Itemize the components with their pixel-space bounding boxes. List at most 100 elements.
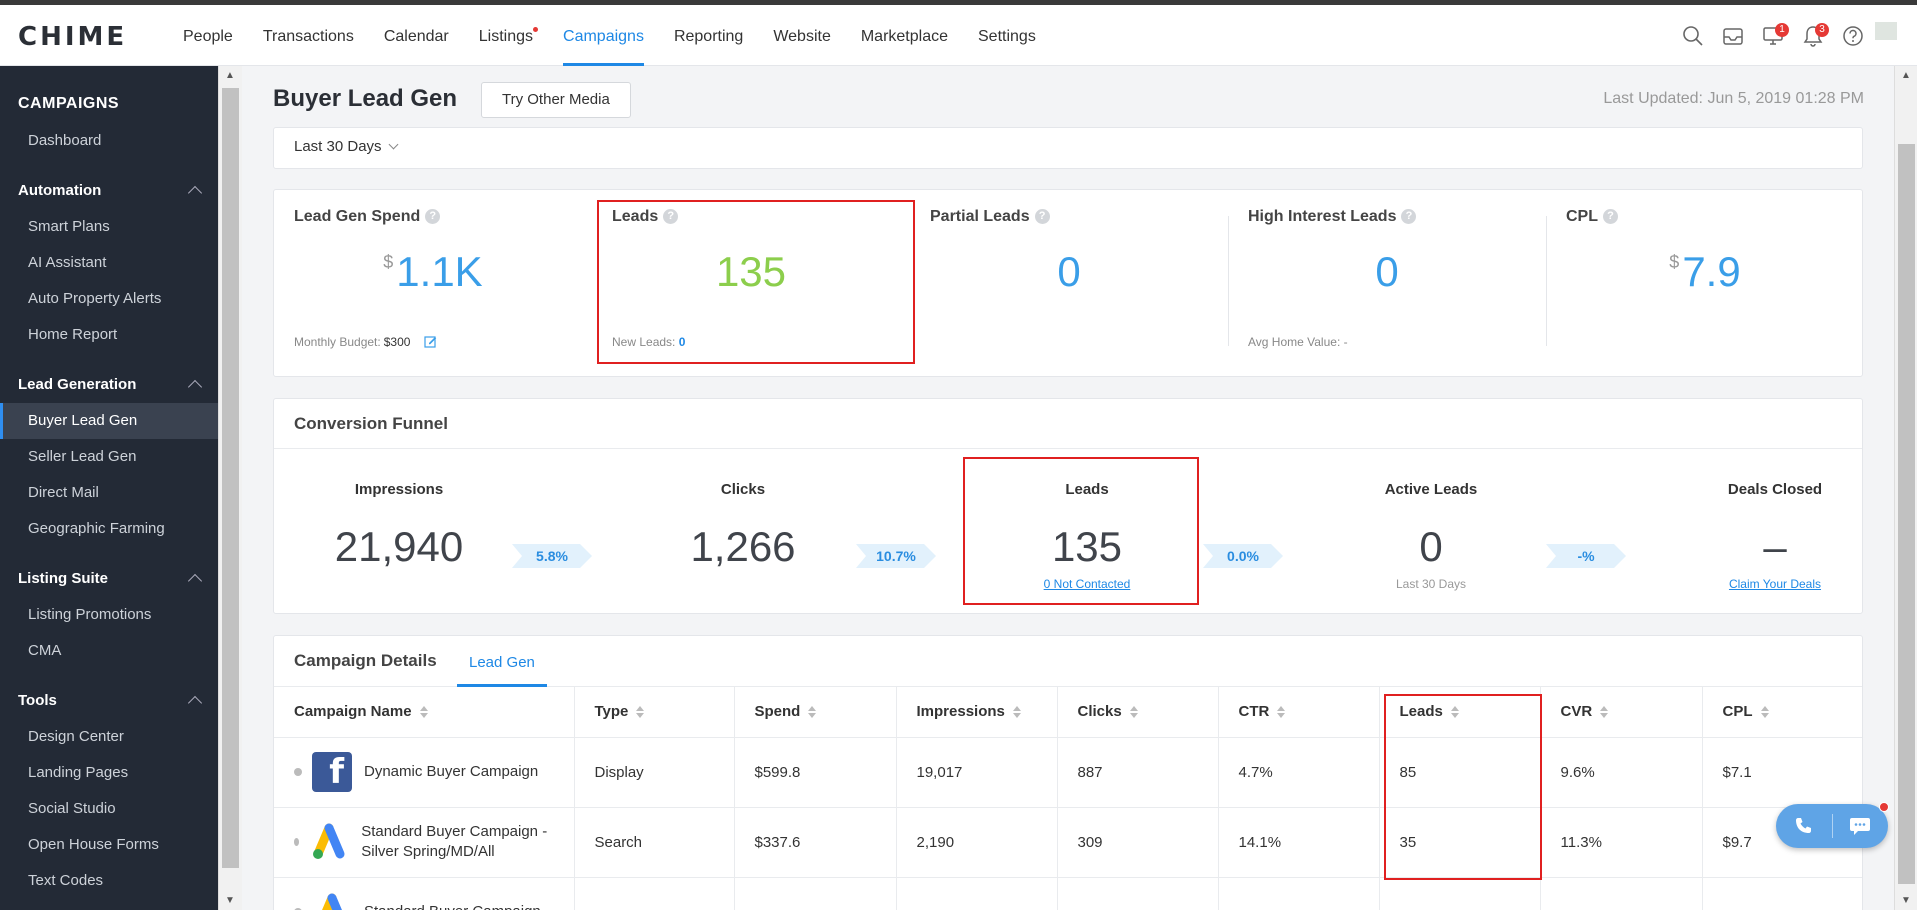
sort-icon[interactable] [1129, 706, 1138, 719]
cell-leads [1379, 877, 1541, 910]
phone-icon[interactable] [1776, 804, 1832, 848]
campaign-name[interactable]: Dynamic Buyer Campaign [364, 763, 539, 780]
section-label: Tools [18, 691, 57, 709]
page-title: Buyer Lead Gen [273, 85, 458, 112]
cell-type: Search [574, 807, 735, 878]
scroll-up-arrow-icon[interactable]: ▲ [225, 70, 235, 81]
sidebar-section-automation[interactable]: Automation [0, 171, 218, 209]
sort-icon[interactable] [1450, 706, 1459, 719]
column-label: Spend [754, 703, 801, 721]
funnel-stage-deals-closed: Deals Closed – Claim Your Deals [1655, 449, 1894, 609]
nav-marketplace[interactable]: Marketplace [860, 28, 948, 45]
new-leads-value[interactable]: 0 [678, 335, 686, 349]
nav-calendar[interactable]: Calendar [383, 28, 449, 45]
chat-notification-dot [1879, 802, 1889, 812]
sidebar-scrollbar[interactable]: ▲ ▼ [218, 66, 242, 910]
date-range-dropdown[interactable]: Last 30 Days [294, 138, 398, 155]
conversion-funnel-card: Conversion Funnel Impressions 21,940 5.8… [273, 398, 1863, 614]
col-impressions[interactable]: Impressions [896, 687, 1058, 738]
try-other-media-button[interactable]: Try Other Media [481, 82, 631, 118]
sidebar-item-dashboard[interactable]: Dashboard [28, 132, 102, 149]
help-icon[interactable]: ? [1401, 209, 1417, 224]
sidebar-section-lead-generation[interactable]: Lead Generation [0, 365, 218, 403]
claim-your-deals-link[interactable]: Claim Your Deals [1728, 577, 1822, 591]
help-icon[interactable]: ? [425, 209, 441, 224]
table-header-row: Campaign Name Type Spend Impressions Cli… [274, 687, 1862, 738]
chime-logo[interactable]: CHIME [18, 22, 128, 52]
sidebar-item-listing-promotions[interactable]: Listing Promotions [28, 606, 152, 623]
sort-icon[interactable] [1760, 706, 1769, 719]
campaign-name[interactable]: Standard Buyer Campaign - Silver Spring/… [361, 823, 548, 860]
sidebar-scrollbar-thumb[interactable] [222, 88, 239, 868]
sidebar-item-home-report[interactable]: Home Report [28, 326, 118, 343]
chat-icon[interactable] [1832, 804, 1888, 848]
sidebar-item-social-studio[interactable]: Social Studio [28, 800, 116, 817]
sort-icon[interactable] [808, 706, 817, 719]
bell-icon[interactable]: 3 [1793, 16, 1833, 56]
inbox-icon[interactable] [1713, 16, 1753, 56]
window-top-strip [0, 0, 1917, 5]
campaign-details-header: Campaign Details Lead Gen [274, 636, 1862, 687]
highlight-box-funnel-leads [963, 457, 1199, 605]
user-avatar[interactable] [1875, 22, 1897, 40]
sidebar-item-landing-pages[interactable]: Landing Pages [28, 764, 129, 781]
help-icon[interactable]: ? [1603, 209, 1618, 224]
kpi-value-number: 1.1K [396, 248, 483, 295]
sidebar-section-listing-suite[interactable]: Listing Suite [0, 559, 218, 597]
tab-lead-gen[interactable]: Lead Gen [457, 636, 547, 687]
sidebar-item-direct-mail[interactable]: Direct Mail [28, 484, 99, 501]
sidebar-item-seller-lead-gen[interactable]: Seller Lead Gen [28, 448, 137, 465]
campaign-name[interactable]: Standard Buyer Campaign - [364, 902, 550, 910]
monitor-icon[interactable]: 1 [1753, 16, 1793, 56]
nav-campaigns[interactable]: Campaigns [548, 5, 659, 66]
sidebar-item-buyer-lead-gen[interactable]: Buyer Lead Gen [0, 403, 218, 439]
kpi-label-text: High Interest Leads [1248, 208, 1397, 225]
help-icon[interactable]: ? [1034, 209, 1050, 224]
table-row[interactable]: f Dynamic Buyer Campaign Display $599.8 1… [274, 737, 1862, 808]
sidebar-item-cma[interactable]: CMA [28, 642, 62, 659]
sidebar-item-design-center[interactable]: Design Center [28, 728, 124, 745]
search-icon[interactable] [1673, 16, 1713, 56]
nav-listings[interactable]: Listings [464, 5, 548, 66]
sort-icon[interactable] [636, 706, 645, 719]
nav-people[interactable]: People [183, 28, 233, 45]
not-contacted-link[interactable]: 0 Not Contacted [1043, 577, 1131, 591]
sort-icon[interactable] [1600, 706, 1609, 719]
main-scrollbar-thumb[interactable] [1898, 144, 1915, 884]
col-cvr[interactable]: CVR [1540, 687, 1703, 738]
main-scrollbar[interactable]: ▲ ▼ [1894, 66, 1917, 910]
table-row[interactable]: Standard Buyer Campaign - Silver Spring/… [274, 807, 1862, 878]
col-campaign-name[interactable]: Campaign Name [274, 687, 575, 738]
sidebar-item-ai-assistant[interactable]: AI Assistant [28, 254, 107, 271]
help-icon[interactable]: ? [663, 209, 679, 224]
kpi-value: $1.1K [274, 248, 592, 296]
col-ctr[interactable]: CTR [1218, 687, 1380, 738]
col-clicks[interactable]: Clicks [1057, 687, 1219, 738]
scroll-up-arrow-icon[interactable]: ▲ [1901, 70, 1911, 81]
sort-icon[interactable] [1277, 706, 1286, 719]
column-label: Impressions [916, 703, 1005, 721]
funnel-rate-value: 5.8% [536, 548, 568, 564]
scroll-down-arrow-icon[interactable]: ▼ [1901, 895, 1911, 906]
section-label: Lead Generation [18, 375, 137, 393]
sidebar-item-auto-property-alerts[interactable]: Auto Property Alerts [28, 290, 162, 307]
edit-icon[interactable] [424, 335, 437, 351]
nav-website[interactable]: Website [773, 28, 831, 45]
help-icon[interactable] [1833, 16, 1873, 56]
sidebar-item-smart-plans[interactable]: Smart Plans [28, 218, 110, 235]
sidebar-section-tools[interactable]: Tools [0, 681, 218, 719]
table-row[interactable]: Standard Buyer Campaign - [274, 877, 1862, 910]
sidebar-item-open-house-forms[interactable]: Open House Forms [28, 836, 159, 853]
sort-icon[interactable] [1012, 706, 1021, 719]
nav-reporting[interactable]: Reporting [673, 28, 744, 45]
col-spend[interactable]: Spend [734, 687, 897, 738]
sidebar-item-geographic-farming[interactable]: Geographic Farming [28, 520, 165, 537]
nav-settings[interactable]: Settings [978, 28, 1036, 45]
scroll-down-arrow-icon[interactable]: ▼ [225, 895, 235, 906]
sort-icon[interactable] [419, 706, 428, 719]
nav-transactions[interactable]: Transactions [262, 28, 354, 45]
sidebar-item-text-codes[interactable]: Text Codes [28, 872, 104, 889]
status-dot [294, 768, 302, 776]
col-cpl[interactable]: CPL [1702, 687, 1862, 738]
col-type[interactable]: Type [574, 687, 735, 738]
